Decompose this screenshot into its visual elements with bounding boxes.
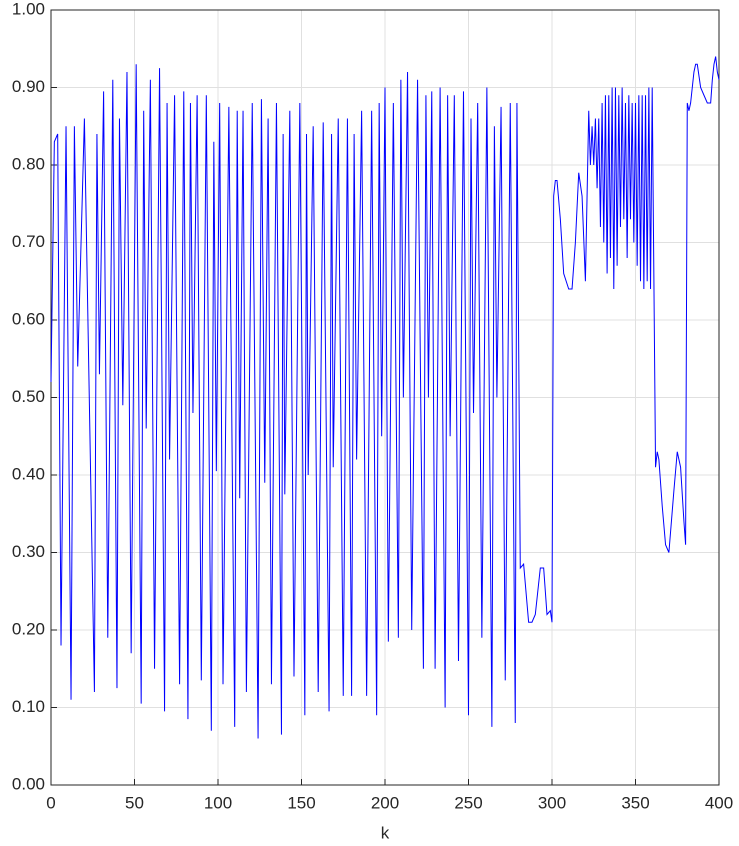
y-tick-label: 0.10: [12, 697, 45, 716]
plot-frame: [50, 9, 720, 786]
x-tick-label: 150: [287, 793, 315, 812]
y-tick-label: 0.00: [12, 774, 45, 793]
y-tick-label: 0.20: [12, 619, 45, 638]
y-tick-label: 0.80: [12, 154, 45, 173]
y-tick-label: 0.50: [12, 387, 45, 406]
y-tick-label: 0.30: [12, 542, 45, 561]
y-tick-label: 0.60: [12, 309, 45, 328]
x-tick-label: 200: [371, 793, 399, 812]
y-tick-label: 1.00: [12, 0, 45, 18]
x-tick-label: 100: [204, 793, 232, 812]
x-tick-label: 0: [46, 793, 55, 812]
x-tick-label: 350: [621, 793, 649, 812]
x-axis-label: k: [381, 823, 390, 842]
x-tick-label: 250: [454, 793, 482, 812]
data-line: [50, 56, 720, 739]
y-tick-label: 0.90: [12, 77, 45, 96]
x-tick-label: 50: [125, 793, 144, 812]
x-tick-label: 400: [705, 793, 733, 812]
y-tick-label: 0.70: [12, 232, 45, 251]
y-tick-label: 0.40: [12, 464, 45, 483]
x-tick-label: 300: [538, 793, 566, 812]
